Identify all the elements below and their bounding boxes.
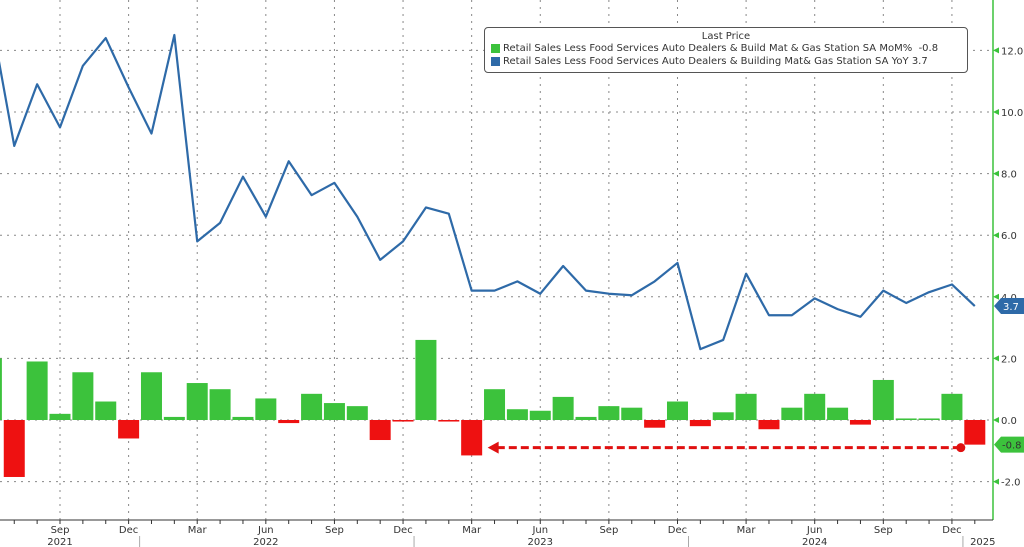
bar	[827, 407, 849, 420]
y-tick-mark	[993, 293, 999, 300]
bar	[735, 393, 757, 420]
bar	[186, 383, 208, 420]
last-value-badge-yoy	[994, 298, 1024, 315]
bar	[918, 418, 940, 420]
bar	[552, 396, 574, 420]
bar	[26, 361, 48, 420]
bar	[941, 393, 963, 420]
y-tick-label: -2.0	[1001, 478, 1021, 489]
bar	[644, 420, 666, 428]
bar	[255, 398, 277, 420]
bar	[95, 401, 117, 420]
bar	[804, 393, 826, 420]
y-tick-mark	[993, 232, 999, 239]
x-tick-label: Jun	[257, 525, 274, 536]
bar	[163, 416, 185, 420]
bar	[484, 389, 506, 420]
bar	[438, 420, 460, 422]
x-tick-label: Dec	[942, 525, 961, 536]
x-tick-label: Mar	[737, 525, 757, 536]
x-tick-label: Sep	[874, 525, 893, 536]
x-tick-label: Sep	[599, 525, 618, 536]
bar	[621, 407, 643, 420]
y-tick-mark	[993, 47, 999, 54]
y-tick-label: 6.0	[1001, 231, 1017, 242]
bar	[369, 420, 391, 441]
x-year-label: 2025	[970, 537, 995, 547]
bar	[232, 416, 254, 420]
x-tick-label: Jun	[806, 525, 823, 536]
bar	[758, 420, 780, 430]
last-value-text-yoy: 3.7	[1003, 302, 1019, 313]
y-tick-label: 0.0	[1001, 416, 1017, 427]
x-year-label: 2024	[802, 537, 827, 547]
y-tick-mark	[993, 478, 999, 485]
bar	[712, 412, 734, 420]
bar	[49, 413, 71, 420]
yoy-line	[0, 33, 976, 351]
bar	[301, 393, 323, 420]
legend-entry-mom: Retail Sales Less Food Services Auto Dea…	[491, 42, 967, 55]
bar	[895, 418, 917, 420]
legend-label: Retail Sales Less Food Services Auto Dea…	[503, 43, 913, 54]
bar	[506, 409, 528, 420]
x-tick-label: Mar	[188, 525, 208, 536]
annotation-arrow-dot	[956, 443, 966, 453]
bar	[118, 420, 140, 439]
bar	[415, 339, 437, 420]
legend-last: 3.7	[911, 56, 928, 67]
y-tick-label: 10.0	[1001, 108, 1023, 119]
bar	[575, 416, 597, 420]
x-tick-label: Dec	[119, 525, 138, 536]
y-tick-mark	[993, 355, 999, 362]
legend: Last Price Retail Sales Less Food Servic…	[484, 27, 968, 73]
y-tick-label: 8.0	[1001, 170, 1017, 181]
x-tick-label: Sep	[51, 525, 70, 536]
y-tick-mark	[993, 109, 999, 115]
legend-swatch-green	[491, 44, 500, 53]
legend-last: -0.8	[918, 43, 939, 54]
bar	[872, 379, 894, 420]
bar	[964, 420, 986, 445]
bar	[529, 410, 551, 420]
x-tick-label: Dec	[668, 525, 687, 536]
x-year-label: 2023	[528, 537, 553, 547]
bar	[849, 420, 871, 425]
x-tick-label: Dec	[393, 525, 412, 536]
bar	[666, 401, 688, 420]
x-tick-label: Sep	[325, 525, 344, 536]
bar	[598, 406, 620, 420]
bar	[278, 420, 300, 424]
legend-entry-yoy: Retail Sales Less Food Services Auto Dea…	[491, 55, 967, 68]
bar	[209, 389, 231, 420]
x-tick-label: Jun	[531, 525, 548, 536]
bar	[72, 372, 94, 420]
x-year-label: 2022	[253, 537, 278, 547]
last-value-text-mom: -0.8	[1002, 441, 1022, 452]
y-tick-label: 12.0	[1001, 46, 1023, 57]
bar	[346, 406, 368, 420]
bar	[3, 420, 25, 477]
annotation-arrow-head	[487, 441, 499, 454]
bar	[323, 403, 345, 420]
x-year-label: 2021	[47, 537, 72, 547]
bar	[781, 407, 803, 420]
bar	[392, 420, 414, 422]
bar	[461, 420, 483, 456]
y-tick-mark	[993, 417, 999, 423]
y-tick-label: 2.0	[1001, 354, 1017, 365]
legend-label: Retail Sales Less Food Services Auto Dea…	[503, 56, 909, 67]
last-value-badge-mom	[994, 436, 1024, 453]
bar	[0, 358, 2, 420]
bar	[140, 372, 162, 420]
bar	[689, 420, 711, 427]
x-tick-label: Mar	[462, 525, 482, 536]
legend-swatch-blue	[491, 57, 500, 66]
legend-title: Last Price	[701, 31, 751, 42]
y-tick-mark	[993, 170, 999, 177]
